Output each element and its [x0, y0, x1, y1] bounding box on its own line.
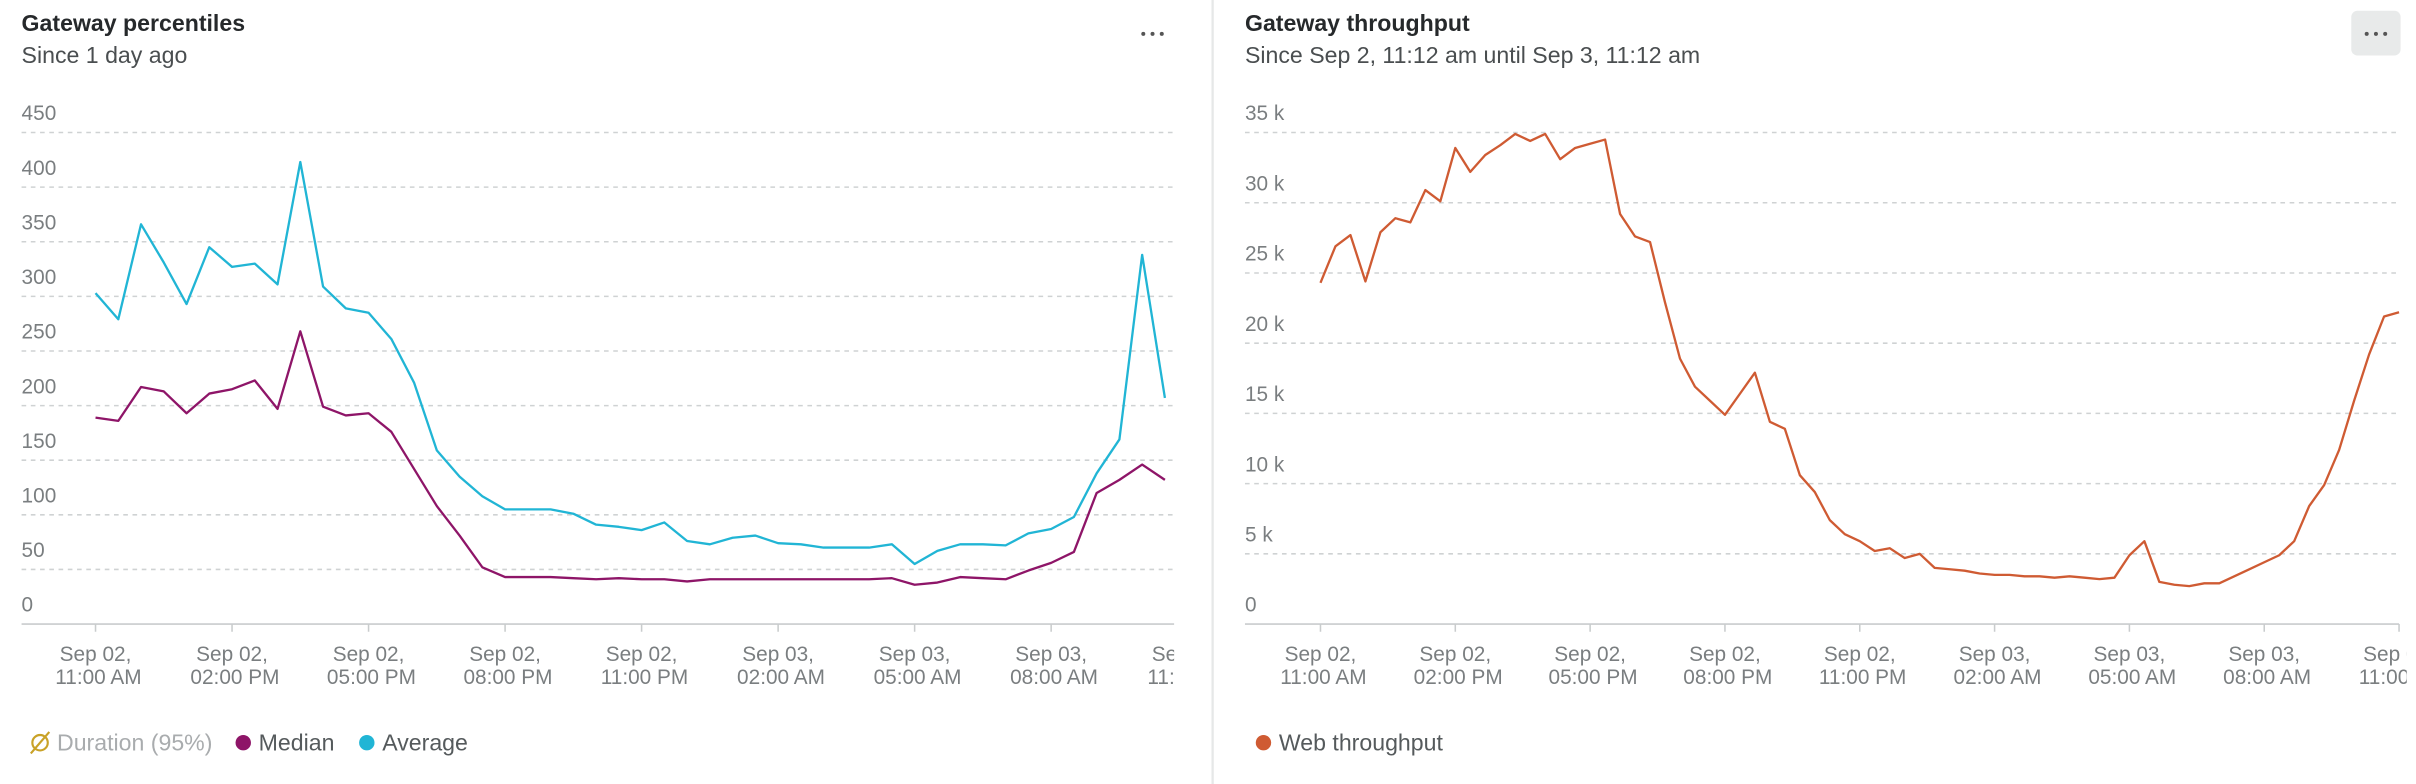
y-tick-label: 10 k: [1245, 453, 1285, 476]
x-tick-label: Sep 03, 05:00 AM: [868, 643, 962, 689]
x-tick-label: Sep 02, 11:00 PM: [595, 643, 688, 689]
plot-area: Sep 02, 11:00 AM Sep 02, 02:00 PM Sep 02, …: [49, 160, 1234, 689]
legend-swatch: [1255, 734, 1272, 751]
legend-label[interactable]: Median: [259, 729, 335, 755]
x-tick-label: Sep 03, 08:00 AM: [2217, 643, 2311, 689]
x-tick-label: Sep 02, 11:00 PM: [1813, 643, 1906, 689]
y-tick-label: 400: [22, 157, 57, 180]
x-tick-label: Sep 03, 11:00 AM: [1142, 643, 1234, 689]
y-tick-label: 200: [22, 375, 57, 398]
y-tick-label: 25 k: [1245, 243, 1285, 266]
chart-title: Gateway throughput: [1245, 10, 1470, 36]
y-tick-label: 20 k: [1245, 313, 1285, 336]
menu-button[interactable]: [1129, 12, 1176, 56]
x-tick-label: Sep 03, 02:00 AM: [1948, 643, 2042, 689]
y-tick-label: 300: [22, 266, 57, 289]
x-tick-label: Sep 02, 02:00 PM: [185, 643, 280, 689]
x-tick-label: Sep 02, 08:00 PM: [1678, 643, 1773, 689]
chart-subtitle: Since Sep 2, 11:12 am until Sep 3, 11:12…: [1245, 42, 1700, 68]
y-tick-label: 15 k: [1245, 383, 1285, 406]
y-tick-label: 250: [22, 321, 57, 344]
menu-button[interactable]: [2351, 10, 2401, 56]
y-tick-label: 35 k: [1245, 102, 1285, 125]
legend-icon-hidden: [31, 733, 49, 752]
chart: 0 5 k 10 k 15 k 20 k 25 k 30 k 35 k Sep 02, 11:0…: [1244, 102, 2416, 755]
series-line: [94, 160, 1167, 566]
y-tick-label: 450: [22, 102, 57, 125]
x-tick-label: Sep 02, 11:00 AM: [1274, 643, 1366, 689]
chart-title: Gateway percentiles: [22, 10, 246, 36]
chart-subtitle: Since 1 day ago: [22, 42, 188, 68]
plot-area: Sep 02, 11:00 AM Sep 02, 02:00 PM Sep 02, …: [1274, 132, 2416, 689]
x-tick-label: Sep 03, 11:00 AM: [2353, 643, 2416, 689]
series-line: [1319, 132, 2400, 588]
series-line: [95, 330, 1166, 586]
y-tick-label: 100: [22, 484, 57, 507]
y-tick-label: 30 k: [1245, 172, 1285, 195]
y-tick-label: 5 k: [1245, 524, 1273, 547]
x-tick-label: Sep 02, 08:00 PM: [458, 643, 553, 689]
x-tick-label: Sep 02, 11:00 AM: [49, 643, 141, 689]
y-tick-label: 150: [22, 430, 57, 453]
x-tick-label: Sep 02, 05:00 PM: [1543, 643, 1638, 689]
legend-swatch: [359, 734, 375, 751]
x-tick-label: Sep 02, 05:00 PM: [321, 643, 416, 689]
legend-label[interactable]: Duration (95%): [57, 729, 212, 755]
x-tick-label: Sep 03, 05:00 AM: [2083, 643, 2177, 689]
x-tick-label: Sep 03, 08:00 AM: [1004, 643, 1098, 689]
legend-swatch: [235, 734, 251, 751]
y-tick-label: 0: [22, 594, 34, 617]
legend-icon-slash: [29, 731, 51, 755]
y-tick-label: 0: [1245, 594, 1257, 617]
legend-label[interactable]: Web throughput: [1279, 729, 1444, 755]
legend-label[interactable]: Average: [382, 729, 468, 755]
y-tick-label: 350: [22, 211, 57, 234]
x-tick-label: Sep 02, 02:00 PM: [1408, 643, 1503, 689]
y-tick-label: 50: [22, 539, 45, 562]
x-tick-label: Sep 03, 02:00 AM: [731, 643, 825, 689]
chart: 0 50 100 150 200 250 300 350 400 450 Sep 02, 11:00…: [22, 102, 1234, 755]
